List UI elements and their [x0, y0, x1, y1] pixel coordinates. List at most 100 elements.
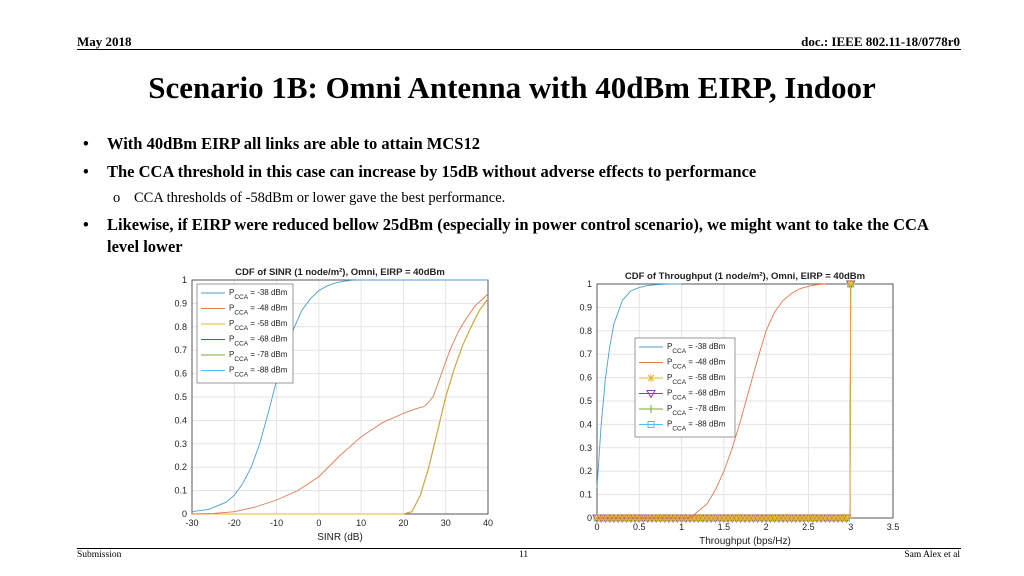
x-tick-label: -20 — [228, 518, 241, 528]
x-tick-label: -10 — [270, 518, 283, 528]
series-marker — [804, 514, 813, 522]
footer-page-number: 11 — [519, 550, 529, 560]
x-tick-label: 0 — [594, 522, 599, 532]
series-marker — [711, 514, 720, 522]
sinr-cdf-chart: CDF of SINR (1 node/m²), Omni, EIRP = 40… — [162, 256, 500, 552]
header-doc-id: doc.: IEEE 802.11-18/0778r0 — [801, 34, 960, 49]
series-marker — [774, 514, 783, 522]
legend-entry: PCCA = -78 dBm — [229, 350, 288, 363]
legend-entry: PCCA = -68 dBm — [229, 335, 288, 348]
series-marker — [757, 514, 766, 522]
y-tick-label: 0.3 — [579, 443, 592, 453]
legend-entry: PCCA = -48 dBm — [229, 304, 288, 317]
y-tick-label: 0.4 — [174, 415, 187, 425]
legend-entry-value: = -78 dBm — [248, 350, 288, 359]
y-tick-label: 1 — [182, 275, 187, 285]
series-marker — [846, 280, 855, 288]
legend-entry: PCCA = -68 dBm — [667, 389, 726, 402]
x-tick-label: 10 — [356, 518, 366, 528]
legend-entry-subscript: CCA — [234, 341, 248, 348]
y-tick-label: 0.8 — [579, 326, 592, 336]
throughput-cdf-chart: CDF of Throughput (1 node/m²), Omni, EIR… — [566, 256, 902, 552]
series-marker — [736, 514, 745, 522]
series-marker — [770, 514, 779, 522]
x-tick-label: 0.5 — [633, 522, 646, 532]
legend-entry-symbol: P — [667, 358, 672, 367]
bullet-text: Likewise, if EIRP were reduced bellow 25… — [107, 215, 928, 256]
legend-entry-subscript: CCA — [234, 372, 248, 379]
series-marker — [732, 514, 741, 522]
series-marker — [707, 514, 716, 522]
legend-entry-subscript: CCA — [234, 294, 248, 301]
x-axis-label: Throughput (bps/Hz) — [699, 536, 791, 547]
y-tick-label: 0.5 — [174, 392, 187, 402]
legend-entry-symbol: P — [229, 366, 234, 375]
series-marker — [690, 514, 699, 522]
series-marker — [795, 514, 804, 522]
x-tick-label: 3.5 — [887, 522, 900, 532]
bullet-marker: • — [83, 162, 89, 181]
throughput-cdf-plot: CDF of Throughput (1 node/m²), Omni, EIR… — [579, 271, 900, 547]
y-tick-label: 0 — [587, 513, 592, 523]
y-tick-label: 0.6 — [579, 373, 592, 383]
y-tick-label: 0.9 — [579, 302, 592, 312]
legend-entry-subscript: CCA — [672, 410, 686, 417]
x-axis-label: SINR (dB) — [317, 532, 363, 543]
series-marker — [749, 514, 758, 522]
legend-entry-value: = -88 dBm — [686, 420, 726, 429]
legend-entry-symbol: P — [229, 319, 234, 328]
header-divider — [77, 49, 961, 50]
legend-entry-symbol: P — [667, 420, 672, 429]
legend-entry: PCCA = -58 dBm — [229, 319, 288, 332]
series-marker — [698, 514, 707, 522]
legend-entry-value: = -68 dBm — [248, 335, 288, 344]
series-marker — [817, 514, 826, 522]
series-marker — [753, 514, 762, 522]
legend-entry: PCCA = -58 dBm — [667, 373, 726, 386]
series-marker — [647, 374, 655, 382]
series-marker — [787, 514, 796, 522]
bullet-marker: • — [83, 134, 89, 153]
legend-entry-symbol: P — [229, 335, 234, 344]
series-marker — [724, 514, 733, 522]
series-marker — [745, 514, 754, 522]
series-line — [192, 298, 489, 515]
series-marker — [779, 514, 788, 522]
series-marker — [694, 514, 703, 522]
footer-authors: Sam Alex et al — [904, 550, 960, 560]
legend-entry-value: = -38 dBm — [686, 342, 726, 351]
series-marker — [766, 514, 775, 522]
y-tick-label: 0.1 — [174, 486, 187, 496]
chart-title: CDF of Throughput (1 node/m²), Omni, EIR… — [625, 271, 865, 282]
bullet-text: The CCA threshold in this case can incre… — [107, 162, 757, 181]
y-tick-label: 0.4 — [579, 419, 592, 429]
series-marker — [702, 514, 711, 522]
legend-entry-subscript: CCA — [234, 310, 248, 317]
series-line — [191, 293, 489, 515]
y-tick-label: 1 — [587, 279, 592, 289]
series-marker — [812, 514, 821, 522]
sinr-cdf-plot: CDF of SINR (1 node/m²), Omni, EIRP = 40… — [174, 267, 493, 543]
legend-entry-symbol: P — [667, 373, 672, 382]
legend-entry-symbol: P — [667, 342, 672, 351]
series-marker — [762, 514, 771, 522]
y-tick-label: 0 — [182, 509, 187, 519]
legend-entry-symbol: P — [229, 304, 234, 313]
y-tick-label: 0.7 — [174, 345, 187, 355]
legend-entry: PCCA = -48 dBm — [667, 358, 726, 371]
legend-entry-symbol: P — [667, 389, 672, 398]
series-marker — [842, 514, 851, 522]
series-marker — [646, 390, 656, 399]
series-marker — [808, 514, 817, 522]
legend-entry: PCCA = -38 dBm — [667, 342, 726, 355]
series-marker — [719, 514, 728, 522]
legend-entry-value: = -58 dBm — [686, 373, 726, 382]
series-marker — [715, 514, 724, 522]
legend-entry-subscript: CCA — [672, 364, 686, 371]
y-tick-label: 0.6 — [174, 369, 187, 379]
series-marker — [647, 421, 655, 428]
series-marker — [800, 514, 809, 522]
legend-entry-value: = -88 dBm — [248, 366, 288, 375]
